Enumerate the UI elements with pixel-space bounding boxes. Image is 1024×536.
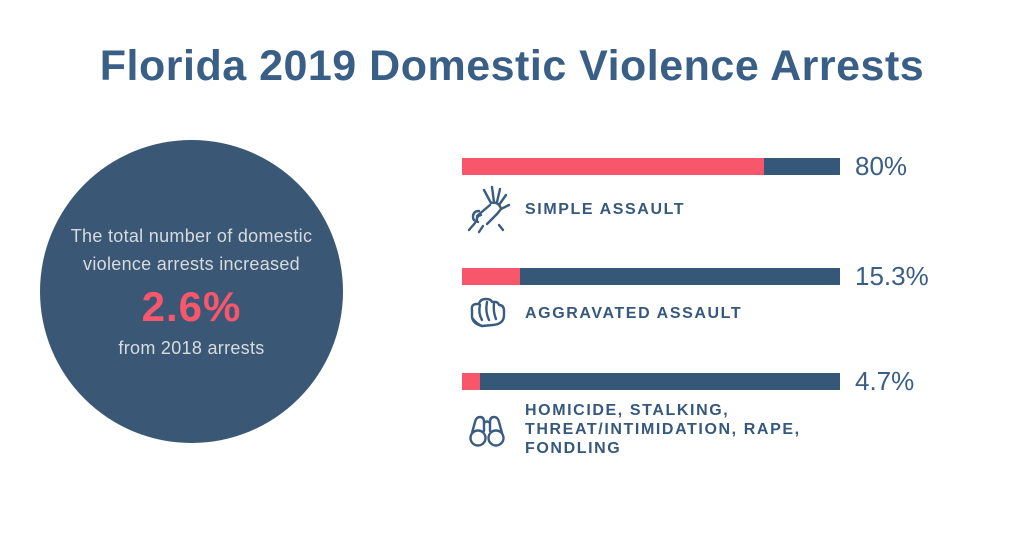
bar-track bbox=[462, 158, 840, 175]
bar-fill bbox=[462, 158, 765, 175]
bar-value: 15.3% bbox=[855, 261, 929, 291]
summary-circle: The total number of domestic violence ar… bbox=[40, 140, 343, 443]
binoculars-icon bbox=[462, 408, 512, 452]
bar-track bbox=[462, 268, 840, 285]
bar-track bbox=[462, 373, 840, 390]
bar-value: 4.7% bbox=[855, 366, 915, 396]
bar-label: AGGRAVATED ASSAULT bbox=[525, 304, 743, 322]
page-title: Florida 2019 Domestic Violence Arrests bbox=[99, 42, 925, 90]
bar-row-simple-assault: 80% bbox=[462, 151, 1002, 235]
bar-fill bbox=[462, 373, 480, 390]
summary-text-line1: The total number of domestic bbox=[70, 225, 313, 246]
summary-footnote: from 2018 arrests bbox=[118, 337, 265, 358]
bar-row-aggravated-assault: 15.3% AGGRAVATED ASSAULT bbox=[462, 261, 1002, 333]
summary-percent: 2.6% bbox=[141, 282, 242, 330]
bar-fill bbox=[462, 268, 520, 285]
summary-text-line2: violence arrests increased bbox=[83, 253, 300, 274]
bar-label: SIMPLE ASSAULT bbox=[525, 200, 686, 218]
bar-label: HOMICIDE, STALKING, THREAT/INTIMIDATION,… bbox=[525, 402, 801, 457]
fist-icon bbox=[462, 293, 512, 333]
bar-row-homicide-stalking: 4.7% HOMICIDE, STALKING, THREAT/INTIMIDA… bbox=[462, 366, 1002, 458]
hand-grab-icon bbox=[462, 183, 512, 235]
bar-value: 80% bbox=[855, 151, 908, 181]
